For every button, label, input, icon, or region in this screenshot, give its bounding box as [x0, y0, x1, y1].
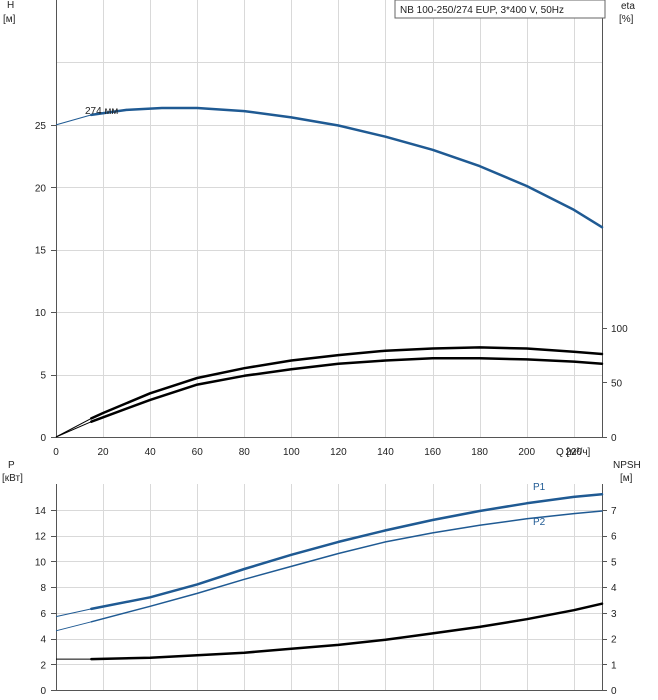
right-tick-label: 6	[611, 532, 617, 543]
curve-leadin-1-1	[55, 621, 92, 632]
top-left-axis-name: H	[7, 0, 14, 11]
right-tick-label: 7	[611, 506, 617, 517]
curve-leadin-0-2	[55, 421, 92, 438]
right-tick-label: 50	[611, 378, 623, 389]
top-right-axis-unit: [%]	[619, 14, 634, 25]
left-tick-label: 4	[40, 635, 46, 646]
left-tick-label: 10	[35, 557, 47, 568]
x-tick-label: 180	[471, 447, 488, 458]
left-tick-label: 12	[35, 532, 47, 543]
tick-labels: 0 20 40 60 80 100 120 140 160 180 200 2200510152025…	[35, 121, 628, 697]
x-tick-label: 0	[53, 447, 59, 458]
curve-1-0	[90, 493, 604, 611]
x-axis-unit: Q [м³/ч]	[556, 447, 591, 458]
x-tick-label: 200	[518, 447, 535, 458]
left-tick-label: 0	[40, 433, 46, 444]
left-tick-label: 20	[35, 183, 47, 194]
curve-label-p1: P1	[533, 482, 546, 493]
curve-leadin-1-0	[55, 608, 92, 618]
left-tick-label: 2	[40, 660, 46, 671]
left-tick-label: 6	[40, 609, 46, 620]
x-tick-label: 160	[424, 447, 441, 458]
bottom-right-axis-unit: [м]	[620, 473, 633, 484]
left-tick-label: 25	[35, 121, 47, 132]
top-left-axis-unit: [м]	[3, 14, 16, 25]
x-tick-label: 140	[377, 447, 394, 458]
bottom-right-axis-name: NPSH	[613, 460, 641, 471]
left-tick-label: 8	[40, 583, 46, 594]
x-tick-label: 80	[239, 447, 251, 458]
right-tick-label: 0	[611, 686, 617, 697]
right-tick-label: 100	[611, 324, 628, 335]
x-tick-label: 120	[330, 447, 347, 458]
right-tick-label: 0	[611, 433, 617, 444]
bottom-left-axis-unit: [кВт]	[2, 473, 23, 484]
curve-leadin-0-0	[55, 114, 92, 126]
curve-0-1	[90, 346, 604, 420]
curves	[55, 106, 604, 661]
curve-label-274mm: 274 мм	[85, 106, 118, 117]
top-right-axis-name: eta	[621, 1, 635, 12]
right-tick-label: 3	[611, 609, 617, 620]
right-tick-label: 1	[611, 660, 617, 671]
bottom-left-axis-name: P	[8, 460, 15, 471]
left-tick-label: 14	[35, 506, 47, 517]
curve-leadin-0-1	[55, 417, 92, 438]
curve-0-2	[90, 357, 604, 423]
right-tick-label: 2	[611, 635, 617, 646]
left-tick-label: 10	[35, 308, 47, 319]
legend-box-text: NB 100-250/274 EUP, 3*400 V, 50Hz	[400, 5, 564, 16]
left-tick-label: 15	[35, 246, 47, 257]
x-tick-label: 60	[192, 447, 204, 458]
legend-box	[394, 0, 606, 19]
left-tick-label: 5	[40, 371, 46, 382]
x-tick-label: 40	[145, 447, 157, 458]
top-panel-grid	[56, 0, 603, 438]
curve-0-0	[90, 106, 604, 229]
curve-label-p2: P2	[533, 517, 546, 528]
left-tick-label: 0	[40, 686, 46, 697]
curve-1-2	[90, 602, 604, 661]
bottom-panel-grid	[56, 484, 603, 691]
x-tick-label: 20	[98, 447, 110, 458]
right-tick-label: 4	[611, 583, 617, 594]
right-tick-label: 5	[611, 557, 617, 568]
x-tick-label: 220	[565, 447, 582, 458]
curve-1-1	[90, 510, 603, 623]
x-tick-label: 100	[283, 447, 300, 458]
